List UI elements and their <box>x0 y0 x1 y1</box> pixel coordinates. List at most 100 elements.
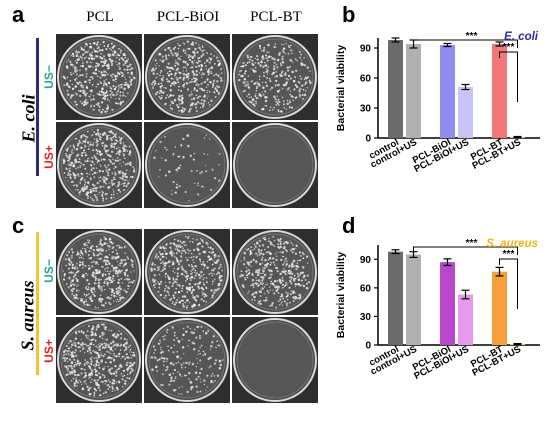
colony <box>160 356 164 360</box>
colony <box>195 272 198 275</box>
colony <box>112 178 115 181</box>
colony <box>126 285 129 287</box>
colony <box>108 154 111 157</box>
colony <box>88 240 91 242</box>
plate-image <box>232 34 318 120</box>
colony <box>98 345 102 348</box>
colony <box>118 330 120 332</box>
colony <box>213 273 215 275</box>
plate-image <box>144 229 230 315</box>
colony <box>105 169 108 172</box>
colony <box>104 237 107 240</box>
colony <box>261 283 264 286</box>
colony <box>265 265 268 268</box>
colony <box>253 286 255 288</box>
colony <box>70 162 73 165</box>
colony <box>108 278 111 282</box>
colony <box>265 67 268 70</box>
colony <box>167 54 170 57</box>
colony <box>68 257 70 259</box>
colony <box>90 338 93 342</box>
colony <box>296 262 299 265</box>
colony <box>188 252 190 254</box>
colony <box>284 257 288 260</box>
colony <box>251 278 255 282</box>
colony <box>106 192 109 195</box>
colony <box>279 237 282 240</box>
colony <box>91 160 94 163</box>
colony <box>101 141 105 145</box>
colony <box>276 95 279 97</box>
colony <box>120 142 122 145</box>
colony <box>200 367 203 371</box>
colony <box>256 58 259 61</box>
colony <box>182 304 185 307</box>
colony <box>87 373 91 377</box>
colony <box>102 392 105 395</box>
colony <box>168 383 171 386</box>
colony <box>75 77 78 80</box>
colony <box>158 52 161 56</box>
colony <box>97 344 99 346</box>
colony <box>97 386 100 389</box>
colony <box>67 76 69 78</box>
plate-saureus-neg-pcl <box>56 229 142 315</box>
colony <box>269 88 272 91</box>
colony <box>123 144 127 148</box>
colony <box>188 54 191 57</box>
colony <box>164 69 166 71</box>
colony <box>81 102 84 105</box>
colony <box>269 80 272 83</box>
colony <box>300 279 303 282</box>
colony <box>101 249 105 252</box>
colony <box>183 362 185 364</box>
colony <box>132 166 135 168</box>
colony <box>247 292 249 295</box>
colony <box>193 182 196 185</box>
colony <box>94 334 97 337</box>
colony <box>90 358 92 361</box>
colony <box>217 287 220 291</box>
colony <box>200 275 203 278</box>
colony <box>281 96 284 99</box>
colony <box>182 327 185 330</box>
colony <box>220 275 223 278</box>
colony <box>91 197 93 200</box>
colony <box>275 104 278 106</box>
colony <box>189 277 192 280</box>
colony <box>281 70 284 73</box>
colony <box>170 361 173 365</box>
colony <box>104 301 107 305</box>
colony <box>69 284 73 287</box>
colony <box>193 296 196 299</box>
colony <box>118 153 121 156</box>
colony <box>213 268 216 270</box>
colony <box>203 295 206 298</box>
colony <box>259 64 262 66</box>
colony <box>82 53 85 56</box>
colony <box>167 345 169 347</box>
colony <box>175 186 179 189</box>
colony <box>299 284 302 287</box>
colony <box>80 298 83 301</box>
colony <box>281 251 284 254</box>
colony <box>192 158 195 161</box>
colony <box>296 59 298 62</box>
colony <box>176 244 178 246</box>
colony <box>197 282 200 285</box>
colony <box>281 61 285 64</box>
colony <box>174 377 177 380</box>
colony <box>178 373 181 376</box>
colony <box>199 359 202 362</box>
colony <box>73 340 75 342</box>
colony <box>163 357 166 360</box>
bar-control <box>388 251 403 345</box>
colony <box>68 276 71 278</box>
colony <box>182 333 185 337</box>
colony <box>86 350 89 353</box>
colony <box>154 282 157 285</box>
colony <box>101 275 104 277</box>
colony <box>73 384 76 387</box>
colony <box>161 252 164 255</box>
colony <box>193 88 196 91</box>
